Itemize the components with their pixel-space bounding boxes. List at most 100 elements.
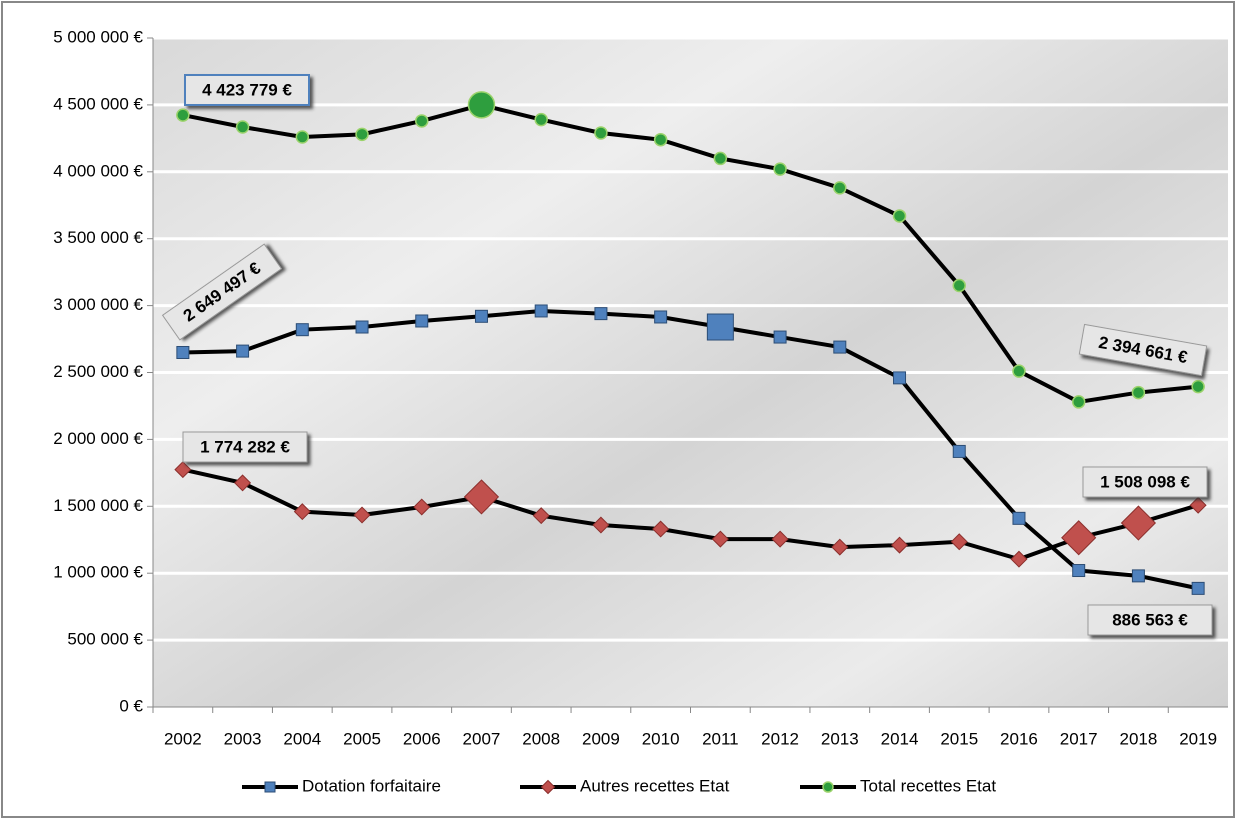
data-point xyxy=(174,461,192,479)
series-line xyxy=(182,467,1199,562)
x-tick-label: 2013 xyxy=(821,729,859,748)
data-label-box xyxy=(184,74,310,106)
x-tick-label: 2005 xyxy=(343,729,381,748)
legend-label: Total recettes Etat xyxy=(860,776,996,795)
data-point xyxy=(295,323,309,337)
data-point xyxy=(594,126,608,140)
data-point xyxy=(1010,550,1028,568)
legend-marker xyxy=(822,781,834,793)
data-point xyxy=(653,132,668,147)
x-tick-label: 2011 xyxy=(702,729,739,748)
x-tick-label: 2007 xyxy=(463,729,501,748)
x-tick-label: 2003 xyxy=(224,729,262,748)
data-point xyxy=(1120,505,1157,541)
data-point xyxy=(592,516,610,534)
data-point xyxy=(773,330,787,344)
data-point xyxy=(773,162,787,176)
data-point xyxy=(1131,385,1146,400)
data-point xyxy=(892,209,907,223)
y-tick-label: 3 500 000 € xyxy=(53,228,143,247)
data-point xyxy=(236,344,250,358)
x-tick-label: 2016 xyxy=(1000,729,1038,748)
data-point xyxy=(1189,496,1207,514)
data-point xyxy=(1061,520,1097,556)
data-label-text: 1 508 098 € xyxy=(1100,472,1190,491)
data-point xyxy=(295,130,310,144)
data-point xyxy=(594,307,608,321)
data-point xyxy=(952,278,966,293)
data-point xyxy=(833,340,847,354)
data-point xyxy=(706,313,734,341)
legend-marker xyxy=(264,781,276,793)
data-point xyxy=(771,530,789,548)
data-label-box xyxy=(182,431,308,463)
series-line xyxy=(182,308,1199,591)
x-tick-label: 2004 xyxy=(283,729,321,748)
data-point xyxy=(235,120,250,134)
x-tick-label: 2008 xyxy=(522,729,560,748)
data-point xyxy=(415,114,429,128)
data-point xyxy=(355,127,369,142)
data-label-text: 4 423 779 € xyxy=(202,80,292,99)
data-label: 4 423 779 € xyxy=(184,74,310,106)
data-point xyxy=(463,479,500,515)
data-point xyxy=(1012,511,1026,525)
y-tick-label: 4 500 000 € xyxy=(53,94,143,113)
data-point xyxy=(1131,569,1145,583)
data-point xyxy=(415,314,429,328)
y-tick-label: 1 000 000 € xyxy=(53,563,143,582)
data-point xyxy=(1012,364,1026,378)
data-label: 1 774 282 € xyxy=(182,431,308,463)
data-label-text: 886 563 € xyxy=(1112,610,1188,629)
y-tick-label: 2 000 000 € xyxy=(53,429,143,448)
data-point xyxy=(711,530,729,548)
y-tick-label: 0 € xyxy=(119,696,143,715)
y-tick-label: 3 000 000 € xyxy=(53,295,143,314)
data-point xyxy=(713,151,728,166)
data-point xyxy=(1071,395,1086,409)
data-point xyxy=(652,520,670,538)
series-line xyxy=(182,102,1199,405)
y-tick-label: 4 000 000 € xyxy=(53,161,143,180)
data-point xyxy=(952,444,966,458)
data-point xyxy=(353,506,371,524)
x-tick-label: 2009 xyxy=(582,729,620,748)
legend-label: Autres recettes Etat xyxy=(580,776,730,795)
data-point xyxy=(534,112,548,127)
data-point xyxy=(355,320,369,334)
x-tick-label: 2006 xyxy=(403,729,441,748)
y-tick-label: 1 500 000 € xyxy=(53,496,143,515)
data-point xyxy=(893,371,907,385)
data-point xyxy=(176,108,190,122)
data-label-box xyxy=(1078,323,1208,377)
data-label: 886 563 € xyxy=(1087,604,1213,636)
data-label-box xyxy=(161,243,283,341)
y-tick-label: 500 000 € xyxy=(67,630,143,649)
data-point xyxy=(534,304,548,318)
data-label-box xyxy=(1082,466,1208,498)
x-tick-label: 2017 xyxy=(1060,729,1098,748)
data-point xyxy=(1191,581,1205,595)
data-point xyxy=(532,507,550,525)
data-point xyxy=(831,538,849,556)
data-point xyxy=(413,498,431,516)
x-tick-label: 2015 xyxy=(940,729,978,748)
x-tick-label: 2019 xyxy=(1179,729,1217,748)
data-point xyxy=(833,181,847,195)
data-label: 1 508 098 € xyxy=(1082,466,1208,498)
x-tick-label: 2010 xyxy=(642,729,680,748)
data-point xyxy=(467,91,496,119)
data-point xyxy=(234,474,252,492)
data-point xyxy=(1191,379,1205,394)
data-point xyxy=(474,309,488,323)
y-tick-label: 5 000 000 € xyxy=(53,27,143,46)
data-point xyxy=(891,536,909,554)
legend-label: Dotation forfaitaire xyxy=(302,776,441,795)
data-point xyxy=(950,533,968,551)
x-tick-label: 2018 xyxy=(1120,729,1158,748)
legend-marker xyxy=(540,779,556,795)
y-tick-label: 2 500 000 € xyxy=(53,362,143,381)
x-tick-label: 2014 xyxy=(881,729,919,748)
data-label-text: 1 774 282 € xyxy=(200,437,290,456)
